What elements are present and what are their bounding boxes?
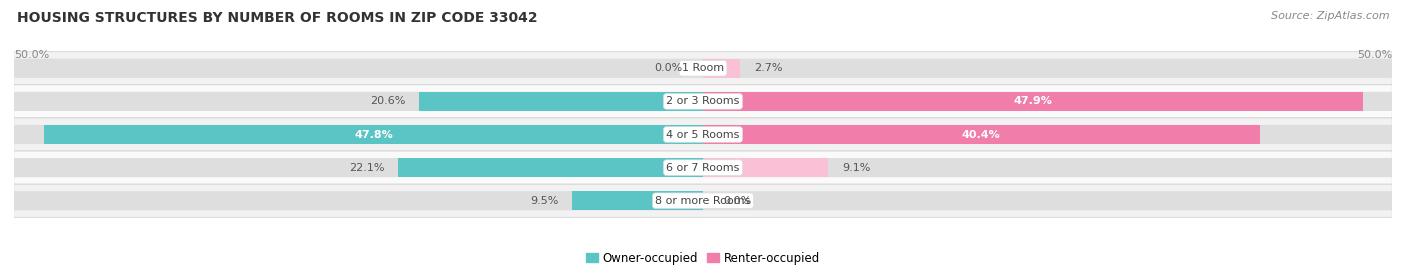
- FancyBboxPatch shape: [703, 158, 1392, 177]
- FancyBboxPatch shape: [14, 191, 703, 210]
- FancyBboxPatch shape: [703, 191, 1392, 210]
- Text: 47.8%: 47.8%: [354, 129, 394, 140]
- Text: 0.0%: 0.0%: [654, 63, 682, 73]
- FancyBboxPatch shape: [14, 118, 1392, 151]
- Text: 2 or 3 Rooms: 2 or 3 Rooms: [666, 96, 740, 107]
- Bar: [703, 92, 1362, 111]
- Text: 8 or more Rooms: 8 or more Rooms: [655, 196, 751, 206]
- Text: 22.1%: 22.1%: [349, 162, 385, 173]
- Bar: [398, 158, 703, 177]
- Text: 20.6%: 20.6%: [370, 96, 405, 107]
- FancyBboxPatch shape: [703, 125, 1392, 144]
- Text: 2.7%: 2.7%: [754, 63, 783, 73]
- FancyBboxPatch shape: [14, 59, 703, 78]
- Bar: [45, 125, 703, 144]
- Text: 0.0%: 0.0%: [724, 196, 752, 206]
- Text: 1 Room: 1 Room: [682, 63, 724, 73]
- Text: HOUSING STRUCTURES BY NUMBER OF ROOMS IN ZIP CODE 33042: HOUSING STRUCTURES BY NUMBER OF ROOMS IN…: [17, 11, 537, 25]
- Bar: [703, 125, 1260, 144]
- Text: 6 or 7 Rooms: 6 or 7 Rooms: [666, 162, 740, 173]
- Text: 50.0%: 50.0%: [14, 50, 49, 60]
- Bar: [703, 59, 740, 78]
- FancyBboxPatch shape: [14, 92, 703, 111]
- FancyBboxPatch shape: [14, 184, 1392, 217]
- Bar: [419, 92, 703, 111]
- FancyBboxPatch shape: [14, 151, 1392, 184]
- Text: 9.1%: 9.1%: [842, 162, 870, 173]
- FancyBboxPatch shape: [14, 158, 703, 177]
- Text: 40.4%: 40.4%: [962, 129, 1001, 140]
- FancyBboxPatch shape: [703, 92, 1392, 111]
- FancyBboxPatch shape: [14, 52, 1392, 85]
- Text: 50.0%: 50.0%: [1357, 50, 1392, 60]
- FancyBboxPatch shape: [703, 59, 1392, 78]
- Bar: [703, 158, 828, 177]
- Text: Source: ZipAtlas.com: Source: ZipAtlas.com: [1271, 11, 1389, 21]
- FancyBboxPatch shape: [14, 125, 703, 144]
- FancyBboxPatch shape: [14, 85, 1392, 118]
- Text: 9.5%: 9.5%: [530, 196, 558, 206]
- Text: 4 or 5 Rooms: 4 or 5 Rooms: [666, 129, 740, 140]
- Legend: Owner-occupied, Renter-occupied: Owner-occupied, Renter-occupied: [581, 247, 825, 269]
- Text: 47.9%: 47.9%: [1014, 96, 1053, 107]
- Bar: [572, 191, 703, 210]
